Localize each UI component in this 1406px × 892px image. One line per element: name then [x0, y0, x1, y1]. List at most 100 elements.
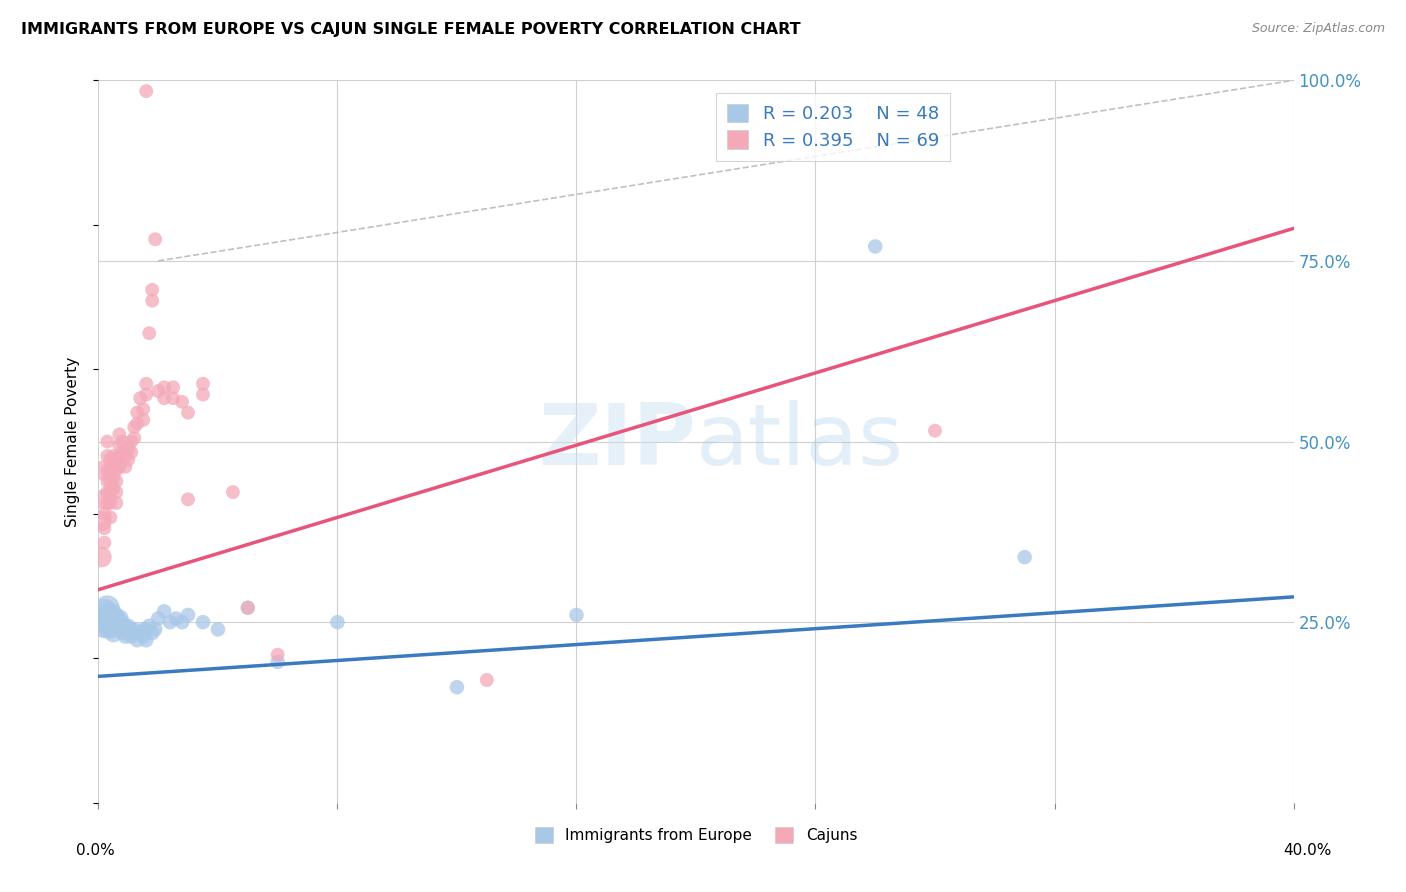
Point — [132, 623, 155, 637]
Point — [98, 623, 122, 637]
Point — [108, 623, 131, 637]
Point — [105, 485, 128, 500]
Point — [93, 535, 115, 549]
Point — [96, 619, 118, 633]
Point — [93, 492, 115, 507]
Legend: Immigrants from Europe, Cajuns: Immigrants from Europe, Cajuns — [529, 822, 863, 849]
Point — [148, 611, 170, 625]
Point — [98, 510, 122, 524]
Point — [148, 384, 170, 398]
Point — [191, 615, 214, 630]
Point — [135, 84, 157, 98]
Text: atlas: atlas — [696, 400, 904, 483]
Point — [108, 438, 131, 452]
Text: IMMIGRANTS FROM EUROPE VS CAJUN SINGLE FEMALE POVERTY CORRELATION CHART: IMMIGRANTS FROM EUROPE VS CAJUN SINGLE F… — [21, 22, 800, 37]
Point — [117, 626, 139, 640]
Point — [120, 445, 142, 459]
Point — [93, 507, 115, 521]
Point — [96, 449, 118, 463]
Point — [93, 463, 115, 477]
Point — [172, 394, 194, 409]
Point — [111, 626, 134, 640]
Text: ZIP: ZIP — [538, 400, 696, 483]
Point — [111, 434, 134, 449]
Point — [207, 623, 229, 637]
Point — [98, 452, 122, 467]
Point — [124, 626, 146, 640]
Point — [98, 463, 122, 477]
Point — [105, 619, 128, 633]
Point — [1014, 550, 1036, 565]
Point — [127, 633, 149, 648]
Point — [105, 463, 128, 477]
Point — [143, 232, 166, 246]
Point — [105, 452, 128, 467]
Point — [111, 615, 134, 630]
Point — [138, 619, 160, 633]
Point — [475, 673, 498, 687]
Point — [865, 239, 887, 253]
Point — [103, 615, 125, 630]
Point — [105, 611, 128, 625]
Point — [108, 459, 131, 474]
Point — [111, 445, 134, 459]
Point — [98, 607, 122, 622]
Point — [127, 406, 149, 420]
Point — [924, 424, 946, 438]
Point — [172, 615, 194, 630]
Text: 0.0%: 0.0% — [76, 843, 115, 858]
Point — [120, 630, 142, 644]
Point — [138, 326, 160, 340]
Point — [103, 482, 125, 496]
Point — [93, 619, 115, 633]
Point — [98, 496, 122, 510]
Point — [132, 402, 155, 417]
Point — [90, 514, 112, 528]
Point — [565, 607, 588, 622]
Point — [127, 417, 149, 431]
Point — [117, 619, 139, 633]
Point — [96, 485, 118, 500]
Point — [153, 391, 176, 405]
Point — [93, 604, 115, 618]
Point — [222, 485, 245, 500]
Point — [132, 413, 155, 427]
Point — [141, 293, 163, 308]
Text: Source: ZipAtlas.com: Source: ZipAtlas.com — [1251, 22, 1385, 36]
Y-axis label: Single Female Poverty: Single Female Poverty — [65, 357, 80, 526]
Point — [135, 633, 157, 648]
Text: 40.0%: 40.0% — [1284, 843, 1331, 858]
Point — [162, 380, 184, 394]
Point — [135, 376, 157, 391]
Point — [96, 496, 118, 510]
Point — [236, 600, 259, 615]
Point — [103, 470, 125, 484]
Point — [108, 611, 131, 625]
Point — [124, 431, 146, 445]
Point — [105, 496, 128, 510]
Point — [446, 680, 468, 694]
Point — [117, 442, 139, 456]
Point — [177, 607, 200, 622]
Point — [90, 550, 112, 565]
Point — [153, 380, 176, 394]
Point — [135, 623, 157, 637]
Point — [124, 420, 146, 434]
Point — [124, 623, 146, 637]
Point — [120, 434, 142, 449]
Point — [105, 475, 128, 489]
Point — [114, 619, 136, 633]
Point — [162, 391, 184, 405]
Point — [96, 600, 118, 615]
Point — [177, 406, 200, 420]
Point — [153, 604, 176, 618]
Point — [267, 655, 290, 669]
Point — [191, 376, 214, 391]
Point — [267, 648, 290, 662]
Point — [96, 463, 118, 477]
Point — [129, 626, 152, 640]
Point — [117, 452, 139, 467]
Point — [236, 600, 259, 615]
Point — [129, 391, 152, 405]
Point — [90, 611, 112, 625]
